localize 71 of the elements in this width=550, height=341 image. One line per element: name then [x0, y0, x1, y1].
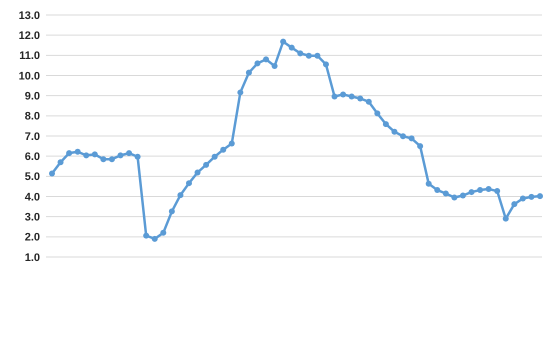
point — [391, 128, 398, 135]
y-tick-label: 6.0 — [24, 151, 40, 164]
point — [348, 93, 355, 100]
point — [186, 180, 192, 186]
point — [477, 187, 484, 194]
point — [426, 180, 432, 187]
point — [168, 208, 175, 214]
point — [194, 170, 201, 176]
point — [160, 230, 166, 236]
y-tick-label: 4.0 — [24, 191, 40, 204]
point — [117, 152, 124, 158]
point — [434, 187, 440, 194]
point — [357, 95, 364, 102]
point — [486, 186, 492, 192]
point — [374, 110, 380, 116]
y-tick-label: 13.0 — [18, 10, 40, 22]
y-tick-label: 11.0 — [19, 50, 40, 62]
point — [382, 121, 389, 128]
y-tick-label: 8.0 — [24, 110, 40, 123]
point — [400, 133, 406, 140]
point — [520, 196, 526, 202]
point — [237, 89, 244, 96]
point — [288, 44, 295, 51]
point — [322, 61, 329, 68]
point — [92, 151, 98, 158]
point — [537, 193, 543, 200]
point — [280, 38, 286, 45]
point — [442, 190, 449, 196]
point — [306, 52, 312, 59]
point — [228, 140, 235, 146]
point — [220, 146, 226, 153]
point — [58, 159, 64, 166]
point — [108, 156, 115, 162]
point — [134, 154, 141, 160]
y-tick-label: 12.0 — [18, 30, 40, 42]
point — [314, 52, 320, 59]
point — [212, 154, 218, 160]
y-tick-label: 2.0 — [24, 232, 40, 244]
point — [254, 60, 260, 66]
point — [263, 56, 270, 62]
point — [332, 93, 338, 100]
y-tick-label: 1.0 — [24, 252, 40, 264]
point — [417, 143, 424, 150]
point — [468, 189, 475, 196]
point — [49, 170, 55, 177]
point — [408, 135, 415, 142]
point — [272, 63, 278, 70]
point — [152, 236, 158, 242]
point — [494, 188, 500, 194]
y-tick-label: 10.0 — [18, 70, 40, 82]
point — [126, 150, 132, 156]
point — [177, 192, 184, 198]
y-tick-label: 3.0 — [24, 212, 40, 224]
point — [511, 201, 518, 208]
point — [366, 98, 372, 105]
y-tick-label: 7.0 — [24, 130, 40, 143]
y-tick-label: 5.0 — [24, 171, 40, 184]
point — [83, 152, 90, 158]
point — [246, 70, 252, 76]
point — [528, 194, 534, 200]
point — [451, 194, 458, 201]
point — [74, 148, 81, 155]
point — [66, 150, 72, 156]
point — [203, 162, 210, 168]
point — [460, 192, 466, 198]
y-tick-label: 9.0 — [24, 90, 40, 103]
point — [340, 91, 346, 98]
point — [100, 156, 106, 162]
point — [502, 216, 509, 222]
point — [143, 232, 150, 239]
point — [297, 50, 304, 56]
